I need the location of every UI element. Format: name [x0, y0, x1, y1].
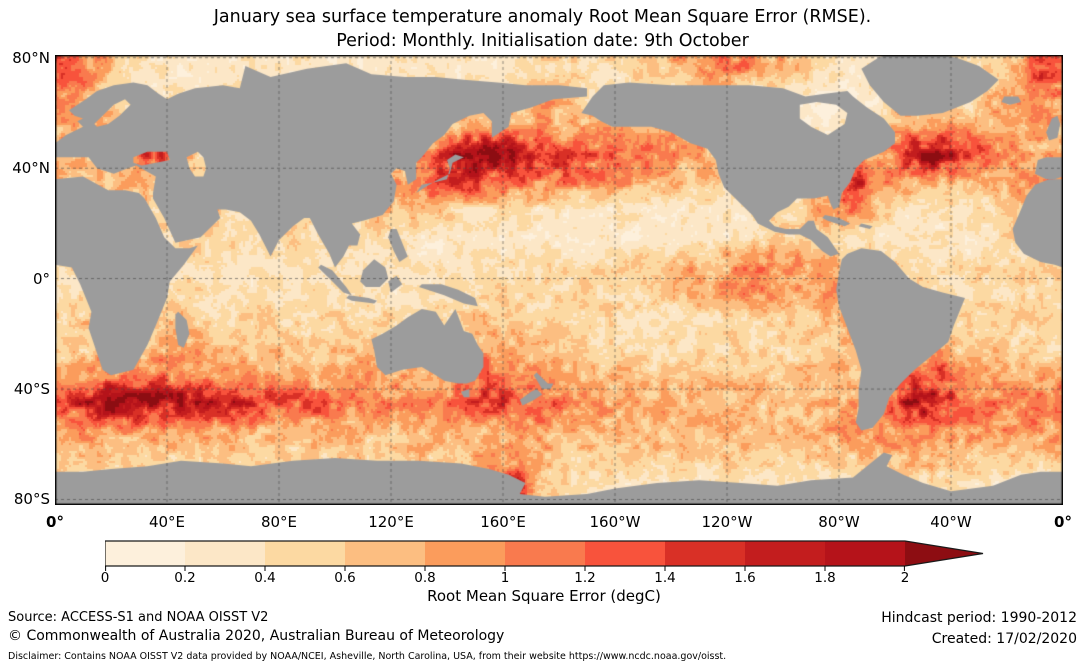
colorbar-tick-label: 1	[500, 570, 510, 586]
source-text: Source: ACCESS-S1 and NOAA OISST V2	[8, 610, 269, 625]
lat-tick-label: 80°S	[13, 490, 50, 509]
colorbar-outline	[105, 540, 984, 567]
lon-tick-label: 80°W	[818, 513, 860, 531]
colorbar-segment	[345, 541, 425, 566]
colorbar-tick-label: 2	[900, 570, 910, 586]
lon-tick-label: 80°E	[260, 513, 298, 531]
lon-tick-label: 160°W	[589, 513, 641, 531]
figure-title-line1: January sea surface temperature anomaly …	[213, 7, 872, 27]
lon-tick-label: 120°E	[368, 513, 414, 531]
lat-tick-label: 0°	[32, 269, 50, 288]
colorbar-segment	[185, 541, 265, 566]
lon-tick-label: 0°	[46, 513, 64, 531]
colorbar-tick-label: 0.2	[174, 570, 196, 586]
colorbar-segment	[265, 541, 345, 566]
hindcast-period-text: Hindcast period: 1990-2012	[881, 610, 1077, 626]
colorbar-tick-label: 0.4	[254, 570, 276, 586]
lat-tick-label: 40°N	[12, 159, 50, 178]
colorbar-segment	[585, 541, 665, 566]
lon-tick-label: 120°W	[701, 513, 753, 531]
colorbar-tick-label: 1.8	[814, 570, 836, 586]
lat-tick-label: 80°N	[12, 48, 50, 67]
created-date-text: Created: 17/02/2020	[931, 631, 1077, 647]
colorbar-tick-label: 1.4	[654, 570, 676, 586]
colorbar-segment	[825, 541, 905, 566]
colorbar-extend-arrow-icon	[905, 541, 983, 566]
figure-title-line2: Period: Monthly. Initialisation date: 9t…	[336, 31, 749, 51]
world-rmse-map-canvas	[55, 55, 1063, 505]
colorbar	[105, 540, 984, 571]
colorbar-tick-label: 0	[100, 570, 110, 586]
disclaimer-text: Disclaimer: Contains NOAA OISST V2 data …	[8, 651, 727, 662]
colorbar-tick-label: 1.6	[734, 570, 756, 586]
colorbar-label: Root Mean Square Error (degC)	[427, 587, 661, 605]
colorbar-segment	[425, 541, 505, 566]
figure-title: January sea surface temperature anomaly …	[0, 5, 1085, 53]
colorbar-segment	[665, 541, 745, 566]
colorbar-segment	[745, 541, 825, 566]
colorbar-tick-label: 0.6	[334, 570, 356, 586]
colorbar-segment	[105, 541, 185, 566]
colorbar-segment	[505, 541, 585, 566]
lat-tick-label: 40°S	[13, 380, 50, 399]
lon-tick-label: 40°W	[930, 513, 972, 531]
colorbar-tick-label: 0.8	[414, 570, 436, 586]
copyright-text: © Commonwealth of Australia 2020, Austra…	[8, 628, 505, 644]
lon-tick-label: 160°E	[480, 513, 526, 531]
lon-tick-label: 0°	[1054, 513, 1072, 531]
colorbar-tick-label: 1.2	[574, 570, 596, 586]
lon-tick-label: 40°E	[148, 513, 186, 531]
